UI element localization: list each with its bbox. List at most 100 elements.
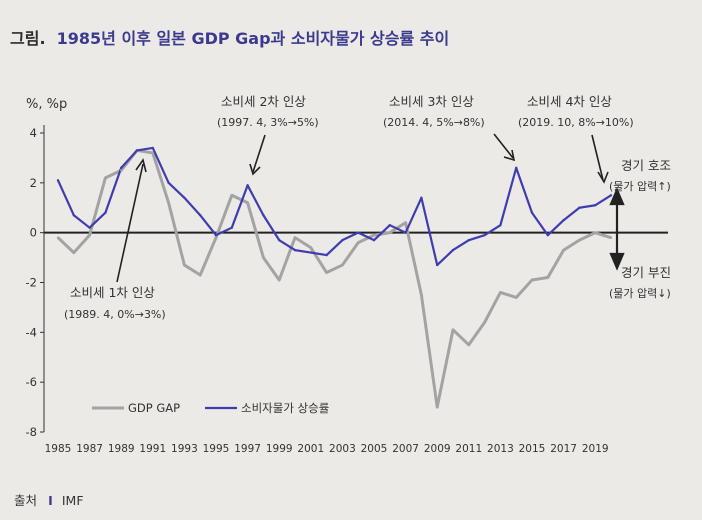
y-tick-label: -4 xyxy=(26,325,37,339)
y-tick-label: -8 xyxy=(26,425,37,439)
data-point-gdp-gap xyxy=(104,176,107,180)
data-point-cpi xyxy=(104,211,107,214)
y-tick-label: -6 xyxy=(26,375,37,389)
data-point-cpi xyxy=(515,166,518,170)
trend-double-arrow xyxy=(609,187,625,271)
series-line-cpi xyxy=(56,146,612,267)
data-point-gdp-gap xyxy=(246,201,249,204)
data-point-gdp-gap xyxy=(120,169,123,172)
y-ticks: 4 2 0 -2 -4 -6 -8 xyxy=(26,126,44,439)
data-point-cpi xyxy=(562,219,565,222)
arrow-head-tax-hike-3 xyxy=(503,149,516,162)
x-tick-label: 2013 xyxy=(487,443,514,455)
x-tick-label: 1997 xyxy=(234,443,261,455)
annotation-tax-hike-4-sub: (2019. 10, 8%→10%) xyxy=(518,116,634,129)
data-point-cpi xyxy=(594,204,597,207)
data-point-cpi xyxy=(436,263,439,267)
arrow-tax-hike-1 xyxy=(116,163,144,283)
arrow-tax-hike-2 xyxy=(252,134,266,173)
data-point-cpi xyxy=(246,184,249,187)
data-point-gdp-gap xyxy=(262,256,265,259)
data-point-gdp-gap xyxy=(436,405,439,409)
x-tick-label: 2001 xyxy=(297,443,324,455)
y-tick-label: -2 xyxy=(26,276,37,290)
x-tick-label: 1993 xyxy=(171,443,198,455)
data-point-gdp-gap xyxy=(72,251,76,254)
y-unit-label: %, %p xyxy=(26,97,67,112)
data-point-cpi xyxy=(578,206,581,209)
data-point-cpi xyxy=(183,196,186,199)
data-point-gdp-gap xyxy=(499,291,502,294)
data-point-cpi xyxy=(388,223,391,227)
figure-title-main: 1985년 이후 일본 GDP Gap과 소비자물가 상승률 추이 xyxy=(57,29,450,48)
data-point-gdp-gap xyxy=(467,343,470,346)
y-tick-label: 2 xyxy=(30,176,37,190)
arrow-tax-hike-3 xyxy=(493,133,514,159)
data-point-cpi xyxy=(325,253,328,257)
data-point-cpi xyxy=(135,149,139,152)
x-tick-label: 1987 xyxy=(76,443,103,455)
arrow-head-tax-hike-2 xyxy=(249,163,261,176)
annotation-slump-title: 경기 부진 xyxy=(621,265,671,280)
annotation-tax-hike-4-title: 소비세 4차 인상 xyxy=(527,94,612,109)
source-value: IMF xyxy=(62,493,84,508)
data-point-cpi xyxy=(451,248,455,252)
source-separator: I xyxy=(48,493,53,508)
x-tick-label: 2011 xyxy=(455,443,482,455)
data-point-gdp-gap xyxy=(546,276,549,279)
data-point-cpi xyxy=(309,251,312,254)
data-point-gdp-gap xyxy=(420,293,423,297)
data-point-cpi xyxy=(483,233,486,237)
data-point-cpi xyxy=(420,196,423,199)
x-tick-label: 2007 xyxy=(392,443,419,455)
x-tick-label: 2005 xyxy=(361,443,388,455)
source-line: 출처 I IMF xyxy=(14,490,84,509)
y-tick-label: 0 xyxy=(30,226,37,240)
data-point-gdp-gap xyxy=(183,263,186,267)
data-point-cpi xyxy=(609,194,613,197)
annotation-boom-sub: (물가 압력↑) xyxy=(609,180,671,193)
data-point-gdp-gap xyxy=(451,328,455,332)
data-point-gdp-gap xyxy=(167,201,170,204)
x-tick-label: 2017 xyxy=(550,443,577,455)
annotation-slump-sub: (물가 압력↓) xyxy=(609,287,671,300)
arrow-tax-hike-4 xyxy=(591,134,604,181)
legend: GDP GAP 소비자물가 상승률 xyxy=(92,401,329,415)
data-point-gdp-gap xyxy=(341,263,344,267)
data-point-gdp-gap xyxy=(483,321,486,324)
figure-title: 그림. 1985년 이후 일본 GDP Gap과 소비자물가 상승률 추이 xyxy=(10,29,449,48)
data-point-gdp-gap xyxy=(357,241,360,244)
data-point-cpi xyxy=(357,231,360,234)
data-point-cpi xyxy=(372,238,376,242)
annotation-tax-hike-3-title: 소비세 3차 인상 xyxy=(389,94,474,109)
data-point-cpi xyxy=(530,211,534,214)
data-point-cpi xyxy=(278,238,281,242)
annotation-tax-hike-2-title: 소비세 2차 인상 xyxy=(221,94,306,109)
annotation-tax-hike-1-title: 소비세 1차 인상 xyxy=(70,285,155,300)
data-point-gdp-gap xyxy=(230,194,233,197)
data-point-cpi xyxy=(120,166,123,170)
data-point-cpi xyxy=(56,179,60,182)
x-tick-label: 1985 xyxy=(45,443,72,455)
data-point-cpi xyxy=(199,214,202,217)
x-tick-label: 2003 xyxy=(329,443,356,455)
x-tick-label: 2019 xyxy=(582,443,609,455)
annotation-arrows xyxy=(116,133,609,283)
data-point-cpi xyxy=(404,231,407,234)
data-point-cpi xyxy=(88,226,91,229)
arrow-head-tax-hike-1 xyxy=(135,158,147,173)
data-point-gdp-gap xyxy=(404,221,407,224)
data-point-gdp-gap xyxy=(388,231,391,234)
data-point-cpi xyxy=(167,181,170,185)
data-point-gdp-gap xyxy=(562,248,565,252)
data-point-cpi xyxy=(214,233,218,237)
data-point-cpi xyxy=(467,238,470,242)
data-point-gdp-gap xyxy=(293,236,297,239)
x-tick-label: 1999 xyxy=(266,443,293,455)
data-point-cpi xyxy=(293,248,297,252)
legend-label-gdp-gap: GDP GAP xyxy=(128,401,180,415)
data-point-gdp-gap xyxy=(530,278,534,282)
data-point-gdp-gap xyxy=(199,273,202,277)
annotation-tax-hike-3-sub: (2014. 4, 5%→8%) xyxy=(383,116,485,129)
